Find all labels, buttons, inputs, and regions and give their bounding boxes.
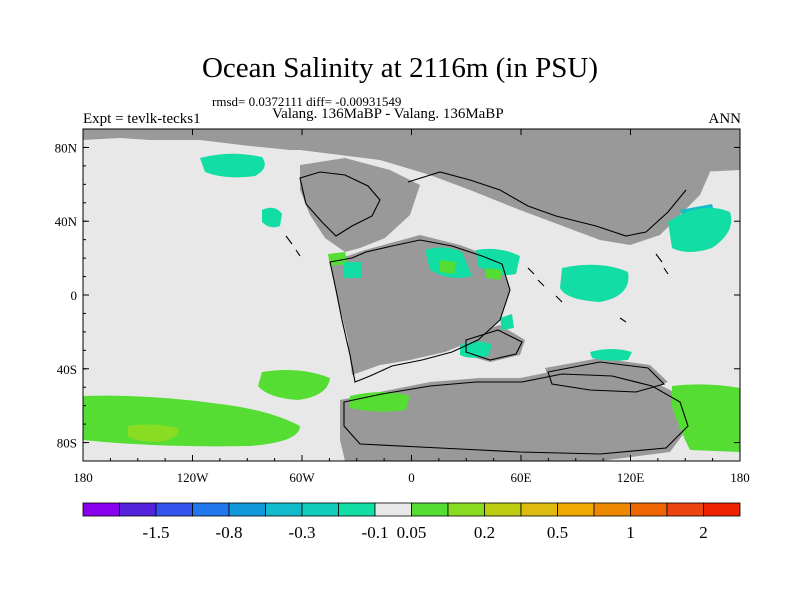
colorbar-swatch [82,502,120,517]
y-tick-label: 80S [57,436,77,451]
colorbar-label: -0.1 [362,523,389,542]
colorbar-label: -0.8 [216,523,243,542]
colorbar-swatch [703,502,741,517]
patch-tethys-4 [486,268,502,280]
anomaly-patches [83,153,740,452]
patch-southern-ocean-2 [258,370,330,400]
patch-west-pacific [668,207,732,252]
colorbar-swatch [520,502,558,517]
colorbar-swatch [265,502,303,517]
x-tick-label: 0 [408,470,415,485]
colorbar-swatch [374,502,412,517]
patch-central-atlantic [344,262,362,278]
colorbar-swatch [301,502,339,517]
patch-southern-ocean-5 [128,424,179,442]
colorbar-label: -0.3 [289,523,316,542]
colorbar-swatch [228,502,266,517]
land-north-america [300,158,420,252]
colorbar-swatch [557,502,595,517]
colorbar-swatch [630,502,668,517]
colorbar [82,502,741,517]
colorbar-label: 2 [699,523,708,542]
patch-north-atlantic [262,207,282,228]
colorbar-label: 0.05 [397,523,427,542]
axis-tick-labels: 180 120W 60W 0 60E 120E 180 80N 40N 0 40S 80S [55,140,750,485]
patch-southern-ocean-3 [350,392,410,412]
land-laurasia [300,150,710,245]
x-tick-label: 120E [617,470,645,485]
patch-east-tethys [560,264,629,302]
subtitle: Valang. 136MaBP - Valang. 136MaBP [272,106,504,122]
y-tick-label: 0 [71,288,78,303]
experiment-label: Expt = tevlk-tecks1 [83,111,201,127]
land-antarctica [340,370,690,461]
colorbar-swatch [119,502,157,517]
x-tick-label: 120W [177,470,210,485]
patch-southern-indian [590,349,632,361]
map-field [83,129,740,461]
patch-south-atlantic-2 [500,314,514,330]
colorbar-label: 0.2 [474,523,495,542]
colorbar-swatch [411,502,449,517]
x-tick-label: 60E [511,470,532,485]
colorbar-swatch [484,502,522,517]
colorbar-label: 0.5 [547,523,568,542]
y-tick-label: 40N [55,214,78,229]
stats-line: rmsd= 0.0372111 diff= -0.00931549 [212,94,402,109]
y-tick-label: 80N [55,140,78,155]
colorbar-swatch [155,502,193,517]
patch-southern-ocean-4 [672,384,740,452]
patch-arctic [200,153,265,178]
patch-tethys-3 [440,260,456,274]
season-label: ANN [708,111,742,127]
y-tick-label: 40S [57,362,77,377]
colorbar-swatch [666,502,704,517]
colorbar-swatch [338,502,376,517]
x-tick-label: 180 [73,470,93,485]
colorbar-swatch [593,502,631,517]
plot-title: Ocean Salinity at 2116m (in PSU) [201,52,599,84]
colorbar-labels: -1.5 -0.8 -0.3 -0.1 0.05 0.2 0.5 1 2 [143,523,708,542]
colorbar-swatch [192,502,230,517]
colorbar-label: 1 [626,523,635,542]
coastlines [285,171,689,455]
x-tick-label: 180 [730,470,750,485]
axis-ticks [82,128,741,462]
colorbar-swatch [447,502,485,517]
colorbar-label: -1.5 [143,523,170,542]
x-tick-label: 60W [289,470,315,485]
patch-south-atlantic-1 [460,341,492,358]
patch-proto-caribbean [328,252,348,266]
